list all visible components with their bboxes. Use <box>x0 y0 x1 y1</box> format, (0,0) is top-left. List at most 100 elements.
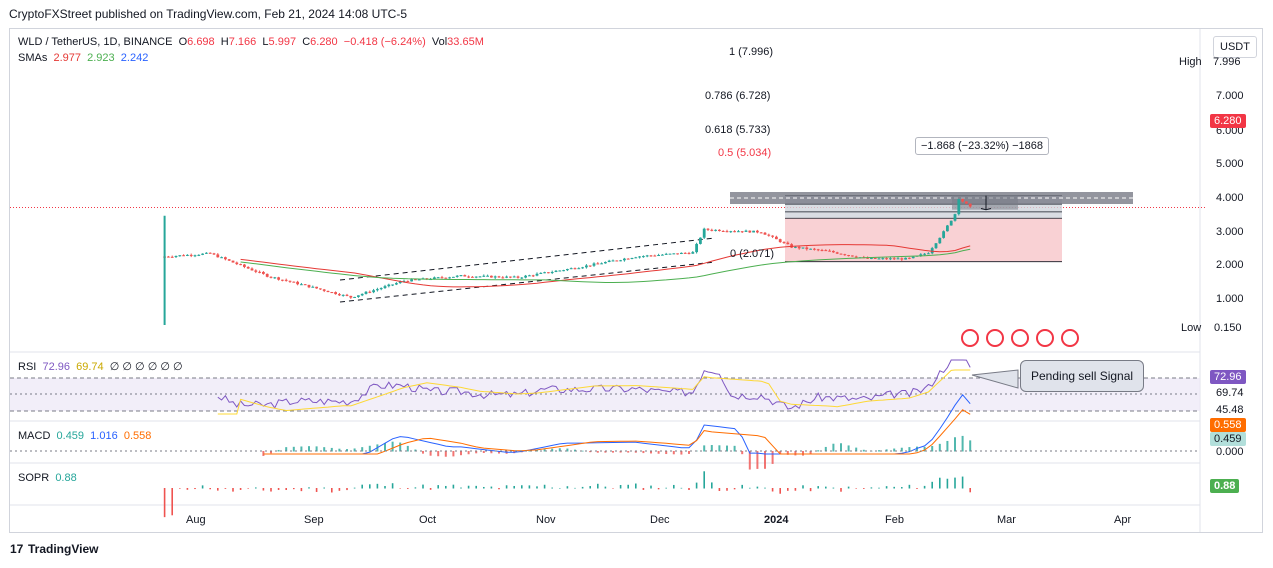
candle-body <box>353 296 356 298</box>
candle-body <box>938 237 942 244</box>
candle-body <box>554 270 558 273</box>
macd-histogram-bar <box>703 445 706 452</box>
candle-body <box>740 231 744 233</box>
macd-legend[interactable]: MACD 0.459 1.016 0.558 <box>18 430 151 443</box>
candle-body <box>444 277 448 279</box>
candle-body <box>623 258 626 261</box>
candle-body <box>794 246 797 248</box>
macd-histogram-bar <box>634 451 637 453</box>
currency-button[interactable]: USDT <box>1213 36 1257 58</box>
economic-event-icon-2 <box>1011 329 1029 347</box>
sopr-bar <box>893 486 895 489</box>
candle-body <box>733 231 736 233</box>
candle-body <box>288 280 292 282</box>
sopr-bar <box>627 484 629 489</box>
candle-body <box>737 231 740 233</box>
sopr-legend[interactable]: SOPR 0.88 <box>18 472 77 485</box>
candle-body <box>873 257 877 259</box>
x-tick-2024: 2024 <box>764 514 789 526</box>
macd-histogram-bar <box>437 451 440 457</box>
macd-tick-zero: 0.000 <box>1216 446 1244 458</box>
macd-histogram-bar <box>277 449 280 452</box>
macd-histogram-bar <box>832 443 835 452</box>
candle-body <box>953 214 957 221</box>
sell-signal-callout: Pending sell Signal <box>1020 360 1145 392</box>
sopr-bar <box>635 483 637 489</box>
macd-histogram-bar <box>467 451 470 455</box>
macd-histogram-bar <box>596 451 599 453</box>
candle-body <box>174 255 178 257</box>
sopr-bar <box>726 488 728 491</box>
x-tick-aug: Aug <box>186 514 206 526</box>
sopr-bar <box>475 485 477 489</box>
macd-histogram-bar <box>604 451 607 453</box>
sopr-bar <box>954 477 956 489</box>
candle-body <box>433 277 436 280</box>
candle-body <box>448 277 451 279</box>
candle-body <box>604 261 607 264</box>
sma3-value: 2.242 <box>120 52 149 64</box>
brand-name: TradingView <box>28 542 99 556</box>
candle-body <box>338 294 341 296</box>
candle-body <box>357 295 360 297</box>
sopr-bar <box>224 488 227 489</box>
sopr-bar <box>673 484 675 489</box>
candle-body <box>611 260 615 262</box>
candle-body <box>493 276 497 278</box>
macd-histogram-bar <box>824 446 827 452</box>
macd-histogram-bar <box>710 445 713 452</box>
macd-histogram-bar <box>916 446 918 452</box>
rsi-legend[interactable]: RSI 72.96 69.74 ∅ ∅ ∅ ∅ ∅ ∅ <box>18 361 183 374</box>
macd-histogram-bar <box>308 446 310 452</box>
macd-histogram-bar <box>330 447 333 452</box>
macd-histogram-bar <box>270 451 272 454</box>
candle-body <box>398 281 402 284</box>
candle-body <box>543 272 546 274</box>
macd-histogram-bar <box>315 446 318 452</box>
candle-body <box>345 294 349 296</box>
price-tick-3: 3.000 <box>1216 226 1244 238</box>
candle-body <box>706 228 710 230</box>
candle-body <box>721 230 725 232</box>
channel-top-line <box>339 237 716 281</box>
sopr-bar <box>270 488 272 492</box>
sopr-bar <box>946 478 949 489</box>
candle-body <box>326 290 330 293</box>
candle-body <box>615 260 619 262</box>
tradingview-logo[interactable]: 17 TradingView <box>10 543 98 556</box>
sopr-bar <box>414 487 417 489</box>
candle-body <box>281 279 284 281</box>
candle-body <box>638 256 641 258</box>
sopr-bar <box>741 484 743 489</box>
macd-histogram-bar <box>368 445 371 452</box>
macd-histogram-bar <box>680 451 683 455</box>
candle-body <box>189 254 193 256</box>
candle-body <box>763 232 767 235</box>
candle-body <box>797 246 801 249</box>
sopr-bar <box>908 484 911 489</box>
candle-body <box>231 260 235 263</box>
candle-body <box>303 284 307 286</box>
macd-histogram-bar <box>558 448 561 452</box>
fib-level-0: 0 (2.071) <box>730 248 775 260</box>
candle-body <box>949 220 953 226</box>
symbol-legend[interactable]: WLD / TetherUS, 1D, BINANCE O6.698 H7.16… <box>18 36 484 49</box>
sopr-bar <box>650 485 652 489</box>
candle-body <box>550 272 554 274</box>
macd-histogram-bar <box>855 447 858 452</box>
sopr-bar <box>285 488 287 491</box>
economic-event-icon-0 <box>961 329 979 347</box>
sma-legend[interactable]: SMAs 2.977 2.923 2.242 <box>18 52 148 65</box>
macd-histogram-bar <box>482 451 485 453</box>
sopr-bar <box>353 487 356 489</box>
candle-body <box>524 275 527 278</box>
low-axis-label: Low <box>1181 322 1202 334</box>
sopr-bar <box>840 488 842 492</box>
candle-body <box>296 281 299 285</box>
candle-body <box>539 272 543 274</box>
candle-body <box>725 231 729 233</box>
sopr-bar <box>277 488 280 490</box>
candle-body <box>896 258 900 260</box>
candle-body <box>881 258 885 260</box>
